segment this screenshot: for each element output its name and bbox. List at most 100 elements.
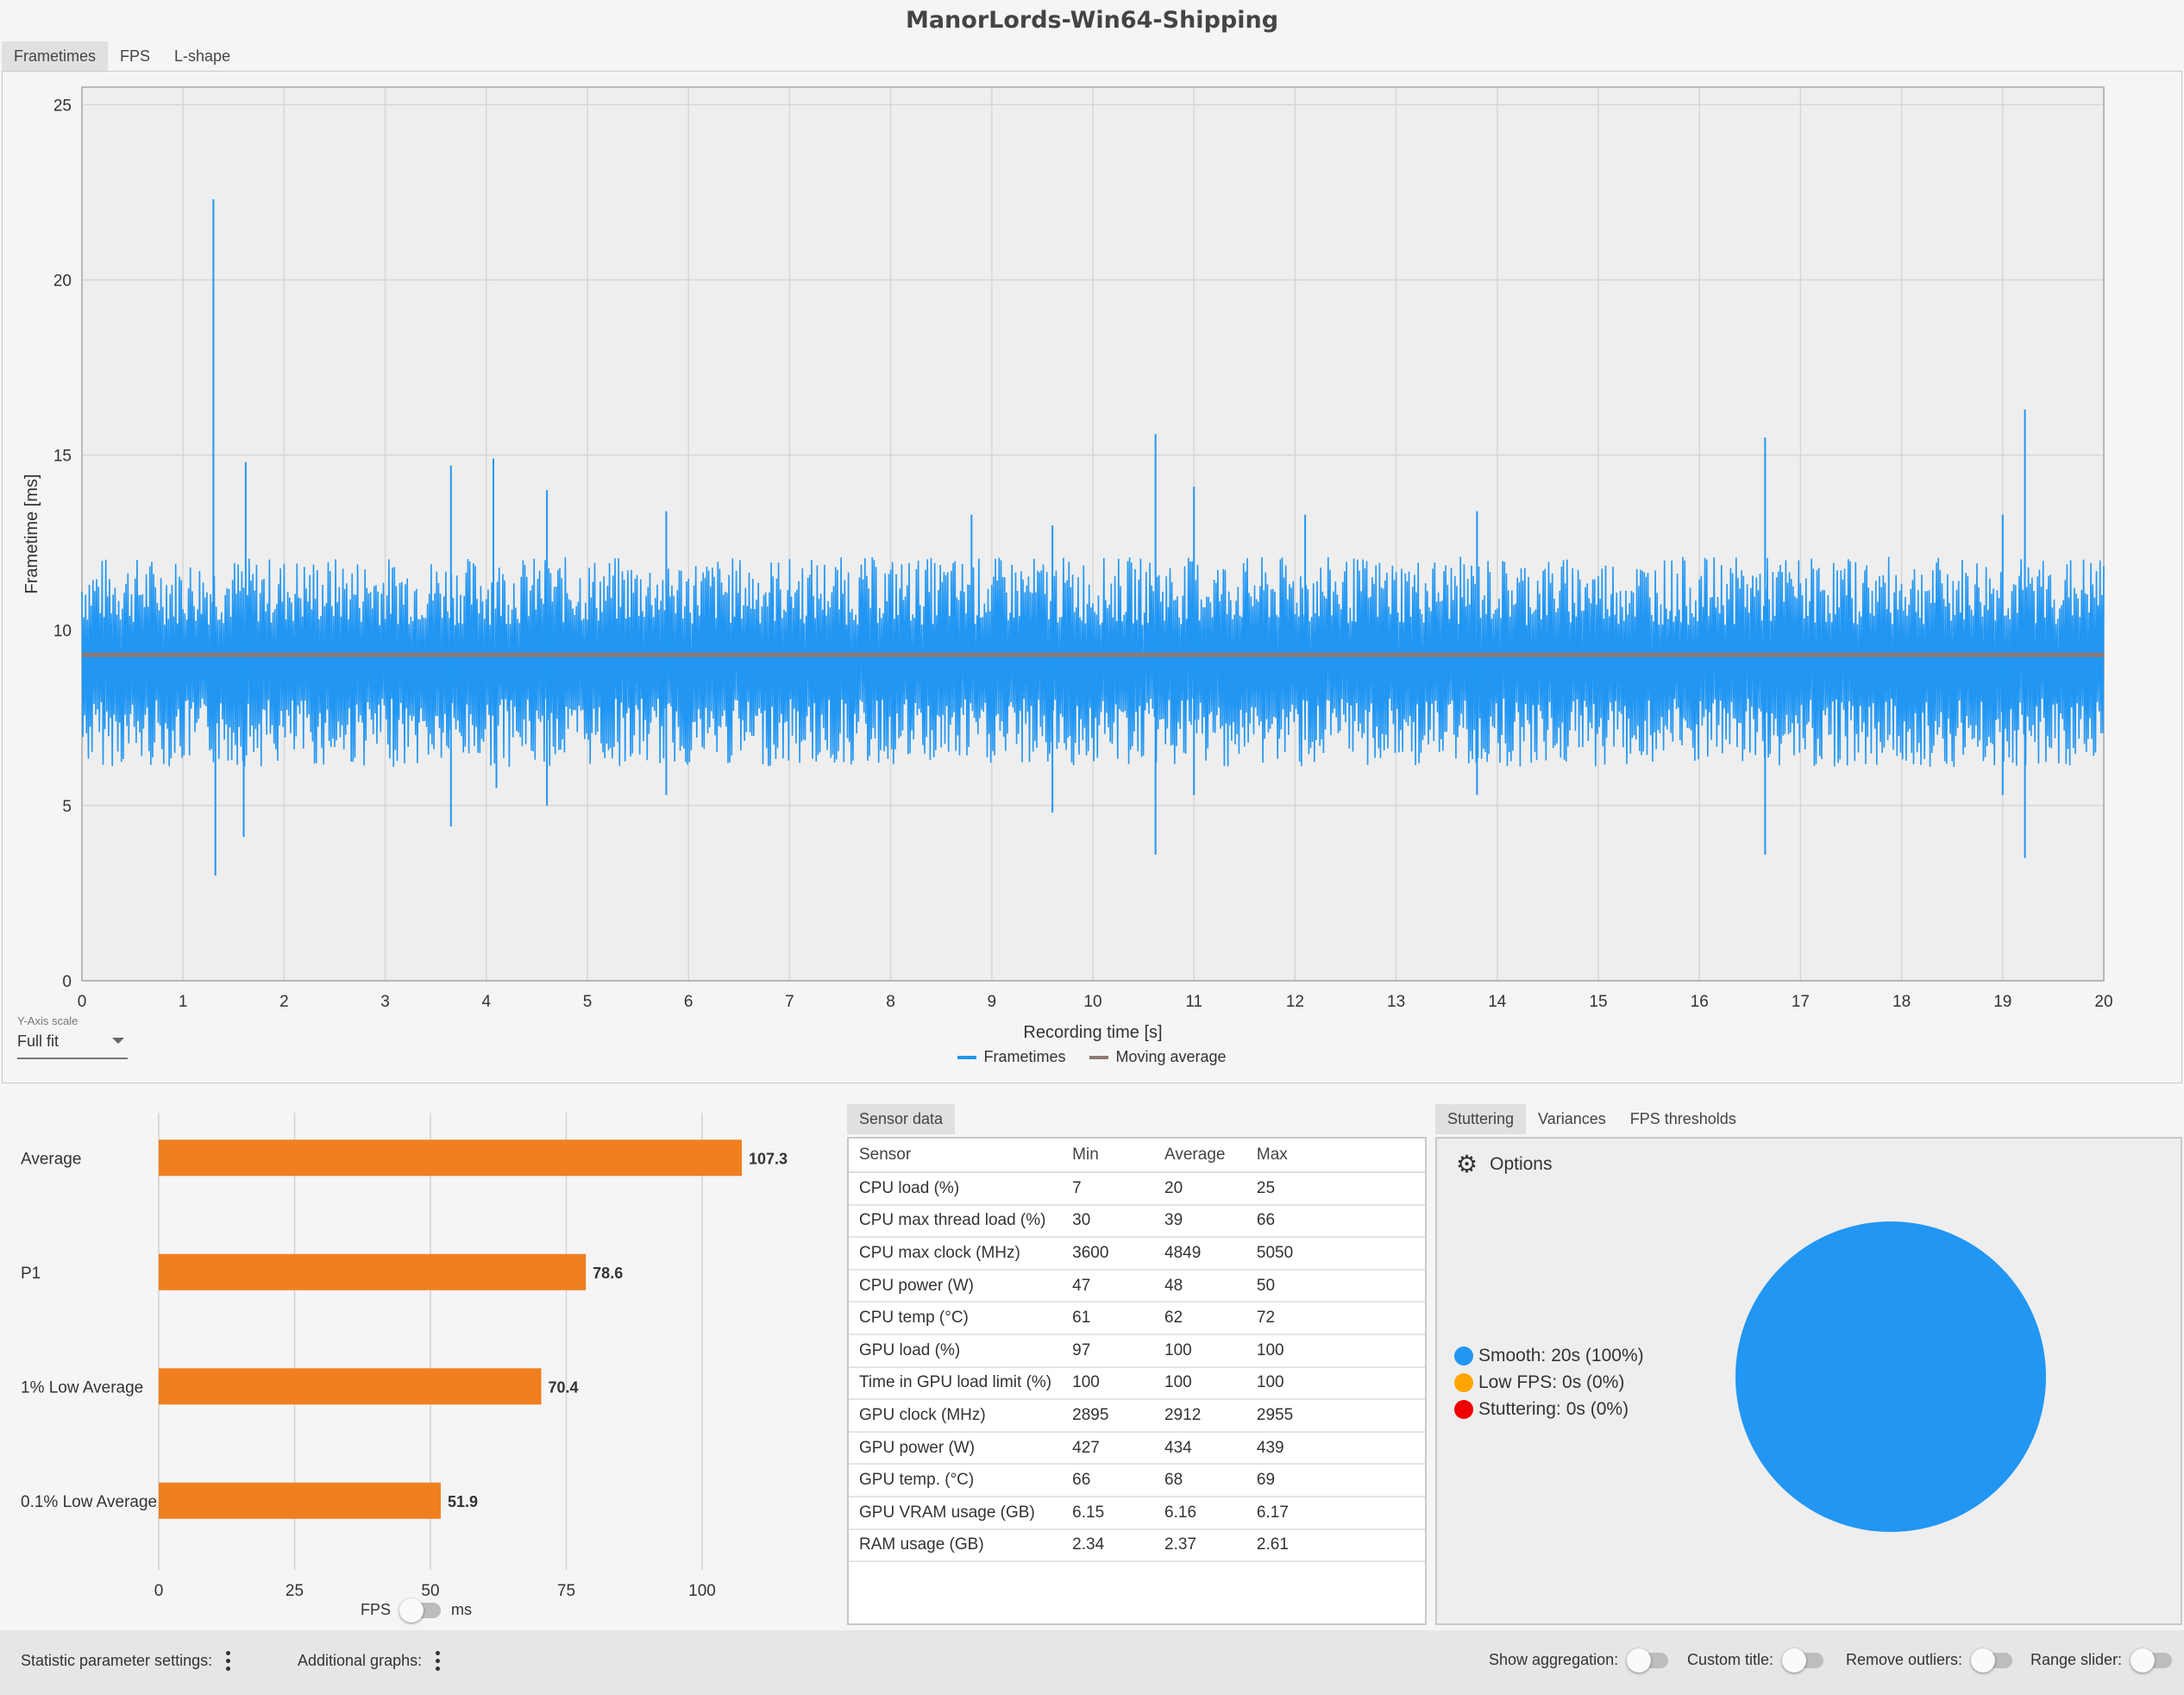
cell-min: 47 — [1062, 1269, 1155, 1303]
cell-average: 39 — [1154, 1204, 1246, 1239]
table-row[interactable]: GPU clock (MHz) 2895 2912 2955 — [849, 1399, 1425, 1433]
range-slider-label: Range slider: — [2030, 1651, 2123, 1668]
legend-item-moving-average[interactable]: Moving average — [1089, 1048, 1227, 1066]
sensor-table: Sensor Min Average Max CPU load (%) 7 20 25… — [849, 1139, 1425, 1563]
y-tick-label: 10 — [53, 623, 72, 641]
range-slider-toggle[interactable] — [2131, 1648, 2173, 1673]
cell-sensor: CPU load (%) — [849, 1172, 1063, 1206]
legend-value-smooth: 20s (100%) — [1551, 1345, 1644, 1365]
col-header-average[interactable]: Average — [1154, 1139, 1246, 1173]
gear-icon: ⚙ — [1456, 1151, 1478, 1177]
tab-frametimes[interactable]: Frametimes — [2, 41, 109, 71]
additional-graphs-label: Additional graphs: — [298, 1652, 423, 1669]
table-row[interactable]: GPU power (W) 427 434 439 — [849, 1431, 1425, 1466]
x-tick-label: 18 — [1892, 993, 1911, 1011]
x-tick-label: 6 — [684, 993, 693, 1011]
x-tick-label: 8 — [886, 993, 895, 1011]
cell-max: 100 — [1246, 1366, 1425, 1401]
table-row[interactable]: GPU VRAM usage (GB) 6.15 6.16 6.17 — [849, 1496, 1425, 1530]
legend-dot-stuttering — [1454, 1399, 1473, 1419]
x-axis-label: Recording time [s] — [1023, 1023, 1162, 1042]
legend-item-frametimes[interactable]: Frametimes — [957, 1048, 1065, 1066]
cell-average: 62 — [1154, 1302, 1246, 1335]
cell-min: 427 — [1062, 1431, 1155, 1466]
legend-dot-low-fps — [1454, 1372, 1473, 1392]
tab-fps-thresholds[interactable]: FPS thresholds — [1629, 1110, 1736, 1127]
table-row[interactable]: CPU max thread load (%) 30 39 66 — [849, 1204, 1425, 1239]
bar — [159, 1482, 441, 1519]
fps-ms-toggle[interactable] — [399, 1598, 442, 1623]
cell-min: 61 — [1062, 1302, 1155, 1335]
bar-category-label: 0.1% Low Average — [21, 1493, 157, 1511]
cell-min: 2895 — [1062, 1399, 1155, 1433]
toggle-knob — [1971, 1648, 1996, 1673]
chevron-down-icon — [112, 1038, 124, 1044]
cell-average: 100 — [1154, 1334, 1246, 1368]
legend-key-low-fps: Low FPS: — [1478, 1372, 1558, 1392]
x-tick-label: 1 — [179, 993, 188, 1011]
cell-min: 30 — [1062, 1204, 1155, 1239]
cell-sensor: GPU power (W) — [849, 1431, 1063, 1466]
fps-label: FPS — [361, 1601, 392, 1618]
options-label: Options — [1490, 1154, 1553, 1174]
legend-row-smooth: Smooth: 20s (100%) — [1454, 1342, 1644, 1369]
cell-max: 439 — [1246, 1431, 1425, 1466]
toggle-knob — [399, 1598, 424, 1623]
y-tick-label: 20 — [53, 272, 72, 290]
stuttering-legend: Smooth: 20s (100%) Low FPS: 0s (0%) Stut… — [1454, 1342, 1644, 1422]
legend-key-smooth: Smooth: — [1478, 1345, 1547, 1365]
cell-average: 2912 — [1154, 1399, 1246, 1433]
frametime-chart[interactable]: 0 1 2 3 4 5 6 7 8 9 10 11 12 13 14 15 16 17 18 19 2005101520… — [3, 72, 2181, 1083]
legend-dot-smooth — [1454, 1346, 1473, 1365]
table-row[interactable]: GPU load (%) 97 100 100 — [849, 1334, 1425, 1368]
additional-graphs-menu-icon[interactable] — [432, 1651, 443, 1671]
cell-max: 25 — [1246, 1172, 1425, 1206]
cell-average: 68 — [1154, 1464, 1246, 1497]
analysis-tabs: Stuttering Variances FPS thresholds — [1435, 1104, 1748, 1134]
col-header-sensor[interactable]: Sensor — [849, 1139, 1063, 1173]
legend-row-stuttering: Stuttering: 0s (0%) — [1454, 1396, 1644, 1422]
x-tick-label: 3 — [380, 993, 390, 1011]
custom-title-toggle[interactable] — [1782, 1648, 1824, 1673]
x-tick-label: 11 — [1185, 993, 1202, 1011]
legend-label-moving-average: Moving average — [1115, 1048, 1227, 1065]
cell-min: 3600 — [1062, 1237, 1155, 1271]
statistic-settings-menu-icon[interactable] — [223, 1651, 234, 1671]
tab-variances[interactable]: Variances — [1538, 1110, 1606, 1127]
tab-sensor-data[interactable]: Sensor data — [847, 1104, 956, 1134]
x-tick-label: 20 — [2094, 993, 2112, 1011]
toggle-knob — [1782, 1648, 1807, 1673]
table-row[interactable]: CPU temp (°C) 61 62 72 — [849, 1302, 1425, 1335]
col-header-min[interactable]: Min — [1062, 1139, 1155, 1173]
statistics-bar-chart: 0 25 50 75 100 Average 107.3 P1 78.6 1% Low Avera… — [21, 1113, 788, 1600]
y-axis-scale-select[interactable]: Full fit — [17, 1033, 128, 1059]
x-tick-label: 13 — [1387, 993, 1405, 1011]
options-button[interactable]: ⚙ Options — [1456, 1152, 1552, 1177]
ms-label: ms — [451, 1601, 473, 1618]
window-title: ManorLords-Win64-Shipping — [905, 7, 1279, 34]
tab-stuttering[interactable]: Stuttering — [1435, 1104, 1527, 1134]
show-aggregation-toggle[interactable] — [1627, 1648, 1669, 1673]
cell-min: 66 — [1062, 1464, 1155, 1497]
toggle-knob — [2131, 1648, 2156, 1673]
cell-sensor: GPU temp. (°C) — [849, 1464, 1063, 1497]
table-row[interactable]: GPU temp. (°C) 66 68 69 — [849, 1464, 1425, 1497]
cell-max: 2955 — [1246, 1399, 1425, 1433]
tab-l-shape[interactable]: L-shape — [174, 47, 231, 65]
y-tick-label: 0 — [62, 973, 72, 991]
cell-sensor: CPU power (W) — [849, 1269, 1063, 1303]
table-row[interactable]: CPU max clock (MHz) 3600 4849 5050 — [849, 1237, 1425, 1271]
chart-tabs: Frametimes FPS L-shape — [2, 41, 242, 71]
table-row[interactable]: Time in GPU load limit (%) 100 100 100 — [849, 1366, 1425, 1401]
bar — [159, 1139, 742, 1177]
table-row[interactable]: CPU load (%) 7 20 25 — [849, 1172, 1425, 1206]
table-row[interactable]: CPU power (W) 47 48 50 — [849, 1269, 1425, 1303]
table-row[interactable]: RAM usage (GB) 2.34 2.37 2.61 — [849, 1529, 1425, 1563]
remove-outliers-toggle[interactable] — [1971, 1648, 2013, 1673]
bar-value-label: 51.9 — [448, 1493, 478, 1510]
sensor-data-panel: Sensor Min Average Max CPU load (%) 7 20 25… — [847, 1137, 1427, 1625]
cell-max: 6.17 — [1246, 1496, 1425, 1530]
tab-fps[interactable]: FPS — [120, 47, 151, 65]
x-tick-label: 14 — [1488, 993, 1507, 1011]
col-header-max[interactable]: Max — [1246, 1139, 1425, 1173]
